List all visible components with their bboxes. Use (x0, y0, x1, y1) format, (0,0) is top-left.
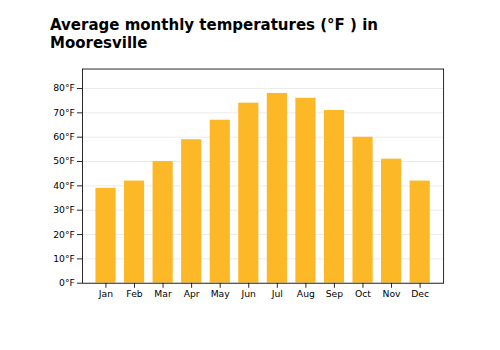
svg-text:Sep: Sep (326, 288, 344, 299)
svg-text:Oct: Oct (355, 288, 371, 299)
svg-text:Apr: Apr (184, 288, 200, 299)
svg-text:10°F: 10°F (53, 253, 75, 264)
svg-text:Mar: Mar (154, 288, 172, 299)
svg-text:40°F: 40°F (53, 180, 75, 191)
svg-text:Aug: Aug (297, 288, 315, 299)
svg-text:30°F: 30°F (53, 204, 75, 215)
html-text:Average monthly temperatures (: Average monthly temperatures (°F ) in Mo… (50, 16, 378, 52)
svg-text:May: May (211, 288, 231, 299)
svg-text:20°F: 20°F (53, 228, 75, 239)
svg-text:Dec: Dec (411, 288, 429, 299)
svg-text:Jan: Jan (98, 288, 113, 299)
svg-text:60°F: 60°F (53, 131, 75, 142)
svg-text:Nov: Nov (383, 288, 402, 299)
svg-text:0°F: 0°F (59, 277, 75, 288)
svg-text:Jul: Jul (271, 288, 283, 299)
svg-text:50°F: 50°F (53, 155, 75, 166)
svg-text:70°F: 70°F (53, 107, 75, 118)
svg-text:Feb: Feb (126, 288, 142, 299)
svg-text:Jun: Jun (241, 288, 257, 299)
svg-text:80°F: 80°F (53, 82, 75, 93)
